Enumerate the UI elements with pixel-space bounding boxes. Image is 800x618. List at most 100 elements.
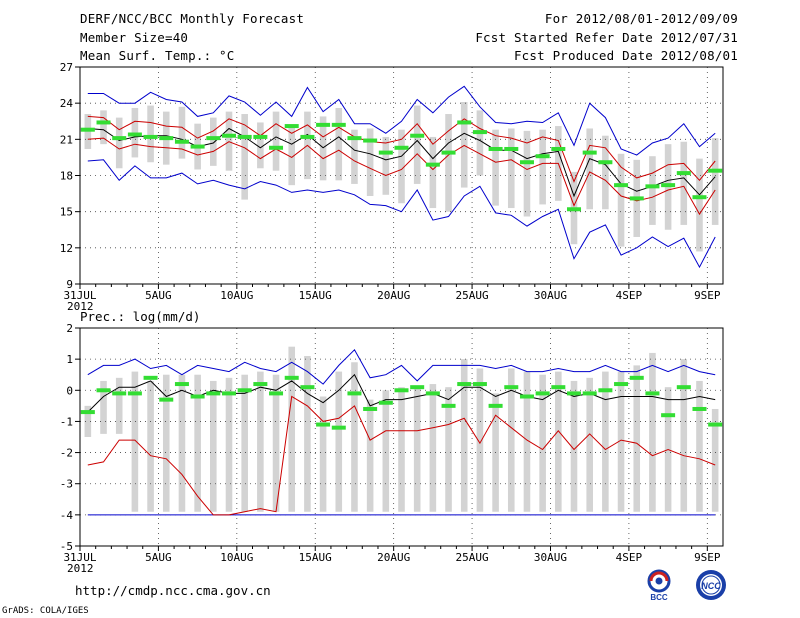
temp-p10-line: [87, 137, 716, 216]
temp-spread-box: [225, 111, 233, 171]
prec-observed-marker: [645, 391, 660, 396]
prec-ytick-label: 0: [66, 384, 73, 397]
prec-xtick-label: 20AUG: [377, 551, 410, 564]
temp-spread-box: [476, 110, 484, 176]
prec-observed-marker: [708, 422, 723, 427]
temp-observed-marker: [331, 122, 346, 127]
prec-observed-marker: [410, 385, 425, 390]
prec-spread-box: [711, 408, 719, 512]
temp-observed-marker: [378, 150, 393, 155]
temp-observed-marker: [284, 124, 299, 129]
prec-observed-marker: [567, 391, 582, 396]
temp-xtick-year-label: 2012: [67, 300, 94, 313]
temp-spread-box: [147, 105, 154, 163]
temp-observed-marker: [190, 144, 205, 149]
temp-xtick-label: 31JUL: [63, 289, 96, 302]
prec-observed-marker: [347, 391, 362, 396]
prec-xtick-label: 10AUG: [220, 551, 253, 564]
temp-spread-box: [429, 136, 437, 209]
prec-xtick-label: 4SEP: [616, 551, 643, 564]
prec-spread-box: [680, 359, 688, 512]
forecast-period: For 2012/08/01-2012/09/09: [544, 11, 738, 26]
temp-observed-marker: [472, 130, 487, 135]
temp-observed-marker: [457, 120, 472, 125]
temp-xtick-label: 20AUG: [377, 289, 410, 302]
temp-spread-box: [492, 129, 499, 206]
prec-observed-marker: [96, 388, 111, 393]
prec-observed-marker: [127, 391, 142, 396]
temp-observed-marker: [676, 171, 691, 176]
temp-p90-line: [87, 115, 716, 183]
temp-ytick-label: 21: [60, 133, 73, 146]
prec-spread-box: [586, 377, 593, 512]
prec-p90-line: [87, 373, 716, 413]
bcc-logo-icon: BCC: [647, 569, 671, 602]
prec-observed-marker: [300, 385, 315, 390]
prec-observed-marker: [221, 391, 236, 396]
temp-spread-box: [602, 135, 609, 210]
temp-observed-marker: [237, 134, 252, 139]
prec-ytick-label: -1: [60, 415, 73, 428]
prec-observed-marker: [661, 413, 676, 418]
temp-observed-marker: [488, 146, 503, 151]
temp-observed-marker: [598, 160, 613, 165]
ncc-logo-text: NCC: [701, 581, 721, 591]
temp-ytick-label: 15: [60, 206, 73, 219]
temp-spread-box: [649, 156, 656, 225]
prec-xtick-label: 25AUG: [456, 551, 489, 564]
temp-xtick-label: 30AUG: [534, 289, 567, 302]
prec-spread-box: [507, 368, 515, 512]
prec-observed-marker: [692, 406, 707, 411]
temp-observed-marker: [112, 136, 127, 141]
prec-observed-marker: [425, 391, 440, 396]
prec-spread-box: [523, 371, 531, 512]
prec-spread-box: [194, 374, 201, 512]
prec-spread-box: [319, 396, 327, 512]
temp-xtick-label: 9SEP: [694, 289, 721, 302]
prec-max-line: [87, 348, 716, 385]
prec-spread-box: [555, 371, 562, 512]
temp-observed-marker: [143, 134, 158, 139]
temp-spread-box: [288, 126, 296, 186]
temp-observed-marker: [269, 145, 284, 150]
prec-xtick-year-label: 2012: [67, 562, 94, 575]
temp-observed-marker: [316, 122, 331, 127]
temp-mean-line: [87, 127, 716, 198]
temp-spread-box: [115, 117, 123, 169]
bcc-logo-text: BCC: [650, 593, 668, 602]
temp-observed-marker: [96, 120, 111, 125]
temp-spread-box: [382, 136, 390, 195]
prec-spread-box: [460, 359, 468, 512]
temp-spread-box: [241, 114, 248, 200]
prec-spread-box: [366, 399, 374, 512]
temp-observed-marker: [174, 139, 189, 144]
temp-observed-marker: [363, 138, 378, 143]
temp-ytick-label: 12: [60, 242, 73, 255]
prec-spread-box: [210, 380, 217, 512]
prec-observed-marker: [441, 403, 456, 408]
prec-xtick-label: 15AUG: [299, 551, 332, 564]
prec-observed-marker: [629, 375, 644, 380]
temp-observed-marker: [582, 150, 597, 155]
temp-spread-box: [445, 114, 452, 212]
prec-spread-box: [445, 387, 452, 512]
temp-spread-box: [680, 141, 688, 225]
temp-observed-marker: [159, 136, 174, 141]
prec-spread-box: [84, 405, 92, 437]
temp-xtick-label: 15AUG: [299, 289, 332, 302]
prec-spread-box: [115, 377, 123, 434]
prec-observed-marker: [378, 400, 393, 405]
temp-spread-box: [523, 130, 531, 217]
temp-spread-box: [696, 158, 703, 252]
temp-xtick-label: 4SEP: [616, 289, 643, 302]
temp-max-line: [87, 85, 716, 156]
temp-observed-marker: [127, 132, 142, 137]
temp-spread-box: [398, 129, 405, 204]
temp-min-line: [87, 159, 716, 269]
temp-spread-box: [617, 153, 625, 247]
prec-ytick-label: -4: [60, 509, 74, 522]
temp-observed-marker: [692, 195, 707, 200]
temp-spread-box: [539, 129, 546, 205]
temp-observed-marker: [206, 136, 221, 141]
